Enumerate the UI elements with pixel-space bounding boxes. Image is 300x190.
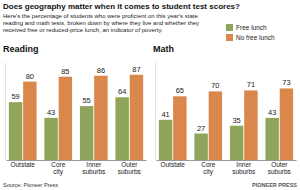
bar [23, 82, 36, 160]
y-axis [5, 63, 6, 161]
x-tick-label-line: suburbs [118, 168, 142, 175]
panel: Reading 59 43 55 64 80 85 86 87 Outstate Corecity I… [3, 44, 147, 176]
bar [265, 118, 278, 160]
x-tick-label: Corecity [51, 161, 65, 176]
bar [9, 102, 22, 160]
x-tick: Outersuburbs [118, 160, 142, 175]
x-tick-label: Outersuburbs [118, 161, 142, 175]
title: Does geography matter when it comes to s… [3, 2, 240, 11]
x-tick-label: Corecity [201, 161, 215, 176]
x-tick-label-line: Outer [271, 161, 288, 168]
panel-title: Math [153, 44, 174, 54]
x-tick-label: Innersuburbs [82, 161, 106, 175]
bars [159, 88, 293, 160]
x-tick-label-line: Core [201, 161, 215, 168]
data-label: 87 [132, 65, 140, 74]
credit: PIONEER PRESS [252, 182, 297, 188]
legend: Free lunch No free lunch [226, 24, 275, 41]
data-label: 70 [211, 81, 219, 90]
y-axis-line [5, 63, 6, 161]
source: Source: Pioneer Press [3, 182, 58, 188]
data-label: 85 [61, 67, 69, 76]
legend-label: No free lunch [236, 34, 275, 41]
x-tick: Outstate [10, 160, 35, 168]
y-axis-line [155, 63, 156, 161]
legend-label: Free lunch [236, 24, 267, 31]
x-tick-label-line: city [53, 168, 64, 176]
bar [194, 134, 207, 160]
data-label: 71 [247, 80, 255, 89]
subtitle-line: received free or reduced-price lunch, an… [3, 27, 163, 33]
y-axis [155, 63, 156, 161]
data-label: 73 [282, 78, 290, 87]
bar [280, 88, 293, 160]
bar [244, 90, 257, 160]
bar [59, 77, 72, 160]
bar [130, 75, 143, 160]
x-tick-label-line: Outstate [160, 161, 185, 168]
x-tick: Corecity [51, 160, 65, 176]
bar [159, 120, 172, 160]
legend-swatch [226, 24, 233, 31]
x-axis: OutstateCorecityInnersuburbsOutersuburbs [157, 160, 297, 176]
x-tick-label: Outersuburbs [268, 161, 292, 175]
x-tick-label-line: Inner [86, 161, 102, 168]
bar [173, 96, 186, 160]
x-tick-label: Outstate [10, 161, 35, 168]
legend-swatch [226, 34, 233, 41]
subtitle: Here's the percentage of students who we… [3, 13, 199, 33]
legend-item: No free lunch [226, 34, 275, 41]
data-labels: 41 27 35 43 65 70 71 73 [161, 78, 290, 132]
data-label: 41 [161, 110, 169, 119]
x-tick-label-line: Outer [121, 161, 138, 168]
bar [115, 97, 128, 160]
data-label: 86 [97, 66, 105, 75]
bar [209, 91, 222, 160]
data-label: 35 [232, 116, 240, 125]
x-tick-label: Innersuburbs [232, 161, 256, 175]
x-tick-label-line: city [203, 168, 214, 176]
panel-title: Reading [3, 44, 39, 54]
x-tick-label-line: Inner [236, 161, 252, 168]
subtitle-line: reading and math tests, broken down by w… [3, 20, 199, 26]
x-tick: Innersuburbs [232, 160, 256, 175]
bars [9, 75, 143, 160]
x-tick: Outstate [160, 160, 185, 168]
x-tick-label-line: suburbs [268, 168, 292, 175]
panel: Math 41 27 35 43 65 70 71 73 Outstate Corecity Inne… [153, 44, 297, 176]
x-tick-label-line: Outstate [10, 161, 35, 168]
data-labels: 59 43 55 64 80 85 86 87 [11, 65, 140, 117]
data-label: 27 [197, 124, 205, 133]
bar [230, 126, 243, 160]
bar [44, 118, 57, 160]
x-axis: OutstateCorecityInnersuburbsOutersuburbs [7, 160, 147, 176]
bar [80, 106, 93, 160]
x-tick-label: Outstate [160, 161, 185, 168]
x-tick: Outersuburbs [268, 160, 292, 175]
data-label: 80 [26, 72, 34, 81]
x-tick-label-line: Core [51, 161, 65, 168]
chart: Does geography matter when it comes to s… [0, 0, 300, 190]
data-label: 64 [118, 87, 126, 96]
data-label: 65 [176, 86, 184, 95]
data-label: 59 [11, 92, 19, 101]
subtitle-line: Here's the percentage of students who we… [3, 13, 198, 19]
bar [94, 76, 107, 160]
data-label: 43 [268, 108, 276, 117]
legend-item: Free lunch [226, 24, 267, 31]
x-tick-label-line: suburbs [232, 168, 256, 175]
x-tick: Innersuburbs [82, 160, 106, 175]
data-label: 43 [47, 108, 55, 117]
data-label: 55 [82, 96, 90, 105]
x-tick-label-line: suburbs [82, 168, 106, 175]
x-tick: Corecity [201, 160, 215, 176]
